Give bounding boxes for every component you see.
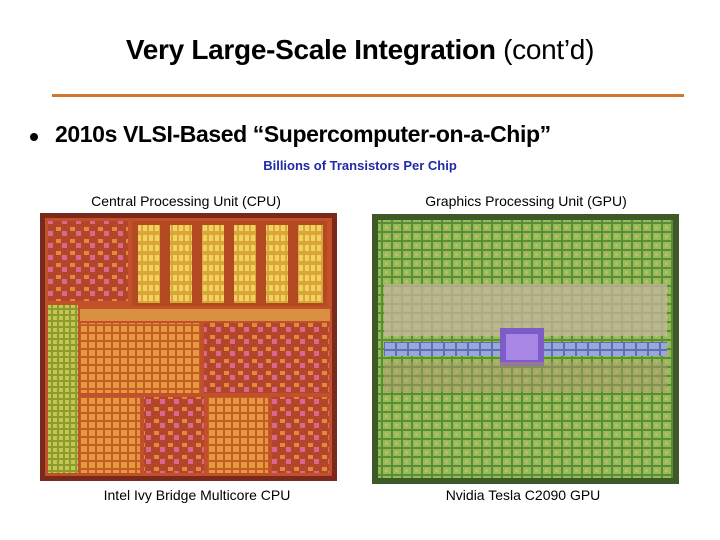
die-region bbox=[384, 362, 667, 392]
bullet-text: 2010s VLSI-Based “Supercomputer-on-a-Chi… bbox=[55, 121, 551, 147]
die-region bbox=[48, 305, 78, 473]
die-region bbox=[272, 397, 329, 473]
core-column bbox=[138, 225, 160, 303]
core-column bbox=[202, 225, 224, 303]
panel-caption: Nvidia Tesla C2090 GPU bbox=[445, 487, 601, 503]
subtitle: Billions of Transistors Per Chip bbox=[263, 158, 457, 173]
bullet-marker bbox=[30, 133, 38, 141]
die-region bbox=[144, 397, 204, 473]
die-bus bbox=[80, 309, 330, 321]
title-main: Very Large-Scale Integration bbox=[125, 34, 496, 65]
die-region bbox=[48, 221, 128, 301]
die-region bbox=[384, 284, 667, 336]
core-column bbox=[170, 225, 192, 303]
slide-title: Very Large-Scale Integration (cont’d) bbox=[0, 34, 720, 66]
die-region bbox=[208, 397, 268, 473]
die-region bbox=[132, 221, 327, 306]
gpu-die-image bbox=[372, 214, 679, 484]
panel-heading: Graphics Processing Unit (GPU) bbox=[425, 193, 627, 209]
die-core bbox=[506, 334, 538, 360]
die-region bbox=[204, 323, 329, 393]
title-rule bbox=[52, 94, 684, 97]
title-suffix: (cont’d) bbox=[503, 34, 595, 65]
panel-caption: Intel Ivy Bridge Multicore CPU bbox=[103, 487, 291, 503]
panel-heading: Central Processing Unit (CPU) bbox=[91, 193, 281, 209]
core-column bbox=[266, 225, 288, 303]
die-region bbox=[80, 397, 140, 473]
die-region bbox=[80, 323, 200, 393]
core-column bbox=[298, 225, 323, 303]
core-column bbox=[234, 225, 256, 303]
cpu-die-image bbox=[40, 213, 337, 481]
